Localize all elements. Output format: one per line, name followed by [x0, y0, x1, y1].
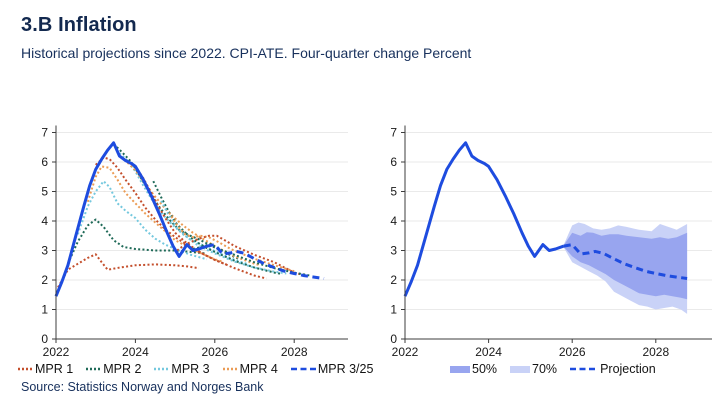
y-tick-label: 6 [390, 155, 397, 169]
y-tick-label: 4 [390, 214, 397, 228]
series-mpr-3-25-projection [206, 243, 325, 280]
mpr2-dotted-line-icon [86, 367, 102, 371]
series-projection [563, 243, 688, 280]
series-mpr-4-24 [168, 212, 295, 273]
y-tick-label: 0 [41, 332, 48, 346]
gridlines [56, 132, 348, 310]
chart-subtitle: Historical projections since 2022. CPI-A… [21, 45, 472, 61]
legend-label: MPR 1 [35, 362, 74, 376]
page-title: 3.B Inflation [21, 14, 137, 36]
axes [52, 125, 348, 343]
right-chart-fan-projection: 0 1 2 3 4 5 6 7 2022 2024 2026 2028 [390, 125, 712, 360]
legend-item-50pct: 50% [450, 362, 497, 376]
legend-label: MPR 4 [239, 362, 278, 376]
y-tick-label: 7 [390, 126, 397, 140]
x-tick-label: 2026 [559, 345, 586, 359]
source-note: Source: Statistics Norway and Norges Ban… [21, 380, 264, 394]
series-mpr-1-22 [57, 253, 200, 288]
legend-item-projection: Projection [570, 362, 656, 376]
left-chart-legend: MPR 1 MPR 2 MPR 3 MPR 4 MPR 3/25 [18, 362, 386, 376]
series-lines [54, 141, 325, 297]
legend-label: 50% [472, 362, 498, 376]
x-tick-label: 2024 [122, 345, 149, 359]
axes [401, 125, 712, 343]
y-tick-label: 1 [390, 303, 397, 317]
y-tick-label: 2 [390, 273, 397, 287]
mpr1-dotted-line-icon [18, 367, 33, 371]
mpr325-dashed-line-icon [290, 367, 316, 371]
legend-item-mpr2: MPR 2 [86, 362, 141, 376]
gridlines [405, 132, 712, 310]
fan-bands [563, 222, 688, 314]
y-tick-label: 3 [41, 244, 48, 258]
y-tick-label: 2 [41, 273, 48, 287]
y-tick-label: 1 [41, 303, 48, 317]
series-mpr-4-22 [86, 165, 223, 263]
y-tick-label: 0 [390, 332, 397, 346]
x-tick-label: 2028 [281, 345, 308, 359]
legend-item-mpr4: MPR 4 [222, 362, 278, 376]
y-tick-label: 6 [41, 155, 48, 169]
legend-item-mpr3: MPR 3 [154, 362, 210, 376]
legend-label: MPR 3/25 [317, 362, 374, 376]
legend-label: MPR 2 [103, 362, 142, 376]
legend-label: MPR 3 [171, 362, 210, 376]
y-tick-label: 5 [41, 185, 48, 199]
legend-item-mpr325: MPR 3/25 [290, 362, 374, 376]
band50-swatch-icon [450, 365, 470, 373]
x-tick-label: 2026 [201, 345, 228, 359]
left-chart-historical-projections: 0 1 2 3 4 5 6 7 2022 2024 2026 2028 [41, 125, 348, 360]
series-mpr-2-24 [152, 180, 283, 276]
tick-labels: 0 1 2 3 4 5 6 7 2022 2024 2026 2028 [41, 126, 308, 360]
series-mpr-3-22 [76, 180, 208, 261]
x-tick-label: 2022 [43, 345, 70, 359]
y-tick-label: 3 [390, 244, 397, 258]
series-mpr-3-24 [160, 200, 287, 275]
legend-item-70pct: 70% [510, 362, 557, 376]
tick-labels: 0 1 2 3 4 5 6 7 2022 2024 2026 2028 [390, 126, 669, 360]
series-mpr-3-23 [118, 152, 247, 265]
mpr3-dotted-line-icon [154, 367, 170, 371]
legend-label: 70% [532, 362, 558, 376]
figure-header: 3.B Inflation Historical projections sin… [21, 14, 471, 61]
y-tick-label: 4 [41, 214, 48, 228]
x-tick-label: 2022 [392, 345, 419, 359]
series-cpi-ate-history [403, 141, 565, 297]
y-tick-label: 5 [390, 185, 397, 199]
projection-dashed-line-icon [570, 367, 599, 371]
legend-item-mpr1: MPR 1 [18, 362, 73, 376]
series-mpr-3-25-history [54, 141, 208, 297]
y-tick-label: 7 [41, 126, 48, 140]
x-tick-label: 2028 [642, 345, 669, 359]
right-chart-legend: 50% 70% Projection [450, 362, 669, 376]
band70-swatch-icon [510, 365, 531, 373]
x-tick-label: 2024 [475, 345, 502, 359]
series-mpr-1-25 [176, 234, 307, 277]
legend-label: Projection [600, 362, 656, 376]
mpr4-dotted-line-icon [222, 367, 238, 371]
series-lines [403, 141, 688, 297]
